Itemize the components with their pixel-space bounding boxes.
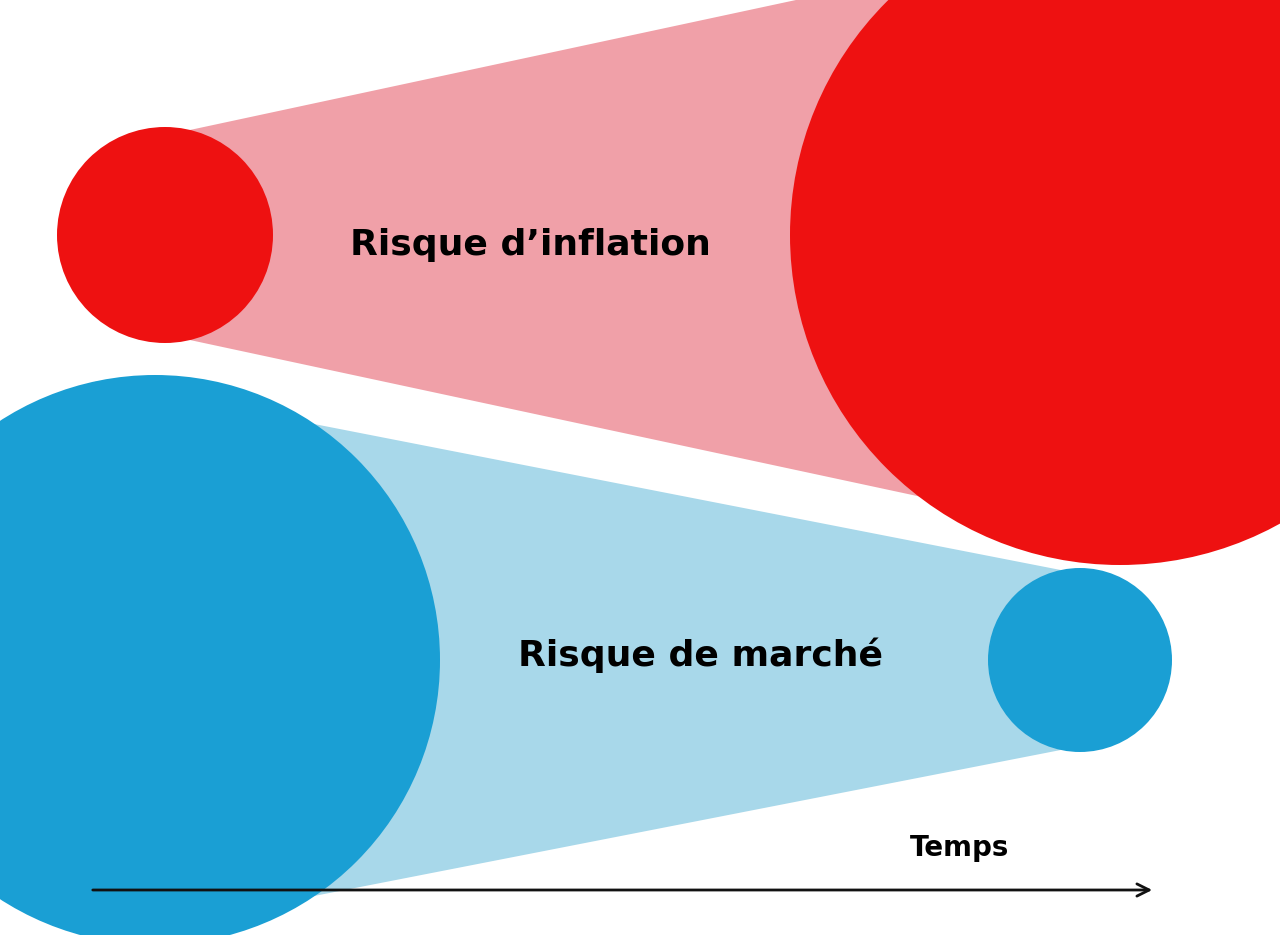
Text: Temps: Temps: [910, 834, 1010, 862]
Text: Risque de marché: Risque de marché: [517, 638, 882, 673]
Polygon shape: [96, 381, 1061, 935]
Circle shape: [58, 127, 273, 343]
Circle shape: [0, 375, 440, 935]
Text: Risque d’inflation: Risque d’inflation: [349, 228, 710, 262]
Polygon shape: [191, 0, 1197, 556]
Circle shape: [790, 0, 1280, 565]
Circle shape: [988, 568, 1172, 752]
